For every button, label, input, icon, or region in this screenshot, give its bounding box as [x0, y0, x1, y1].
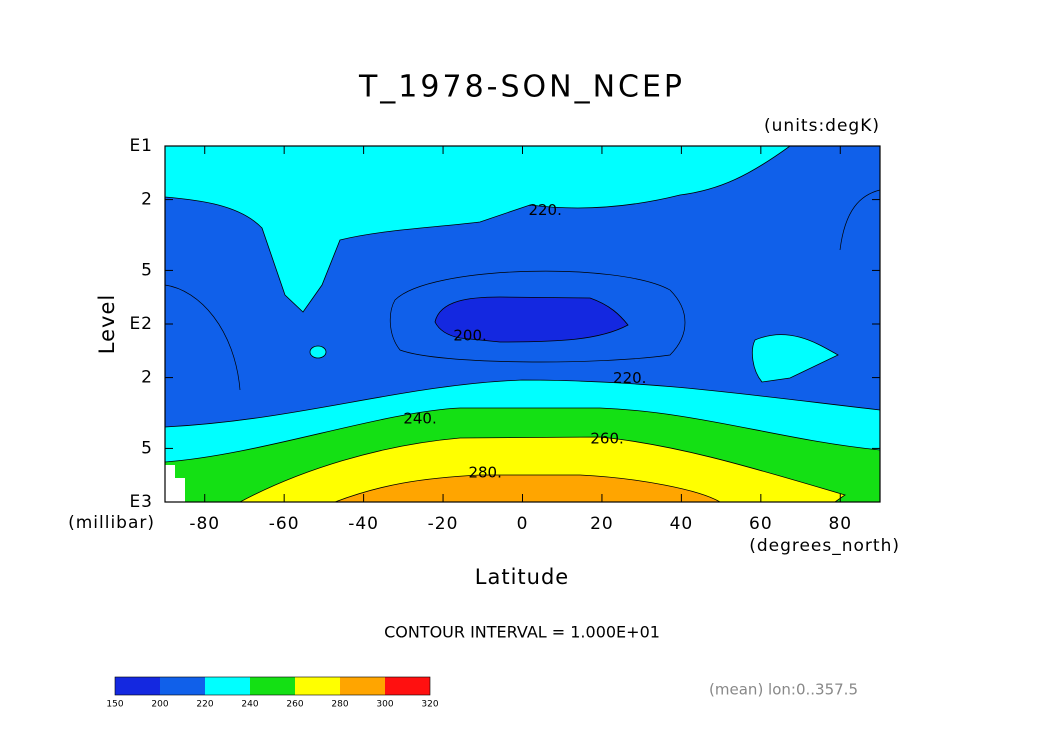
contour-band — [334, 474, 721, 502]
contour-band — [309, 345, 327, 359]
y-tick-label: 5 — [141, 438, 153, 458]
colorbar-swatch — [250, 677, 295, 695]
x-tick-label: -20 — [428, 514, 459, 534]
contour-band — [165, 146, 791, 313]
x-tick-label: 0 — [517, 514, 529, 534]
contour-label: 280. — [468, 463, 501, 481]
colorbar-swatch — [205, 677, 250, 695]
contour-band — [434, 296, 629, 343]
colorbar-label: 150 — [106, 700, 123, 710]
note: (mean) lon:0..357.5 — [709, 681, 858, 699]
colorbar-label: 280 — [331, 700, 348, 710]
y-tick-label: E2 — [129, 314, 153, 334]
x-axis-label: Latitude — [475, 565, 569, 589]
contour-label: 220. — [528, 201, 561, 219]
x-tick-label: 80 — [828, 514, 852, 534]
colorbar-label: 300 — [376, 700, 393, 710]
colorbar-swatch — [115, 677, 160, 695]
contour-fill — [165, 146, 880, 502]
contour-label: 240. — [403, 410, 436, 428]
x-tick-label: -80 — [189, 514, 220, 534]
x-tick-label: -60 — [269, 514, 300, 534]
units: (units:degK) — [764, 116, 880, 136]
contour-line — [165, 189, 880, 391]
colorbar-label: 260 — [286, 700, 303, 710]
y-tick-label: 2 — [141, 190, 153, 210]
colorbar-label: 200 — [151, 700, 168, 710]
y-unit: (millibar) — [68, 513, 155, 533]
colorbar-swatch — [295, 677, 340, 695]
x-tick-label: 40 — [670, 514, 694, 534]
colorbar-label: 320 — [421, 700, 438, 710]
contour-band — [751, 334, 839, 383]
contour-label: 200. — [453, 327, 486, 345]
chart-title: T_1978-SON_NCEP — [358, 70, 685, 105]
y-tick-label: 2 — [141, 368, 153, 388]
contour-label: 220. — [613, 369, 646, 387]
x-unit: (degrees_north) — [749, 536, 900, 556]
colorbar-label: 220 — [196, 700, 213, 710]
y-tick-label: 5 — [141, 260, 153, 280]
colorbar-swatch — [160, 677, 205, 695]
y-tick-label: E3 — [129, 492, 153, 512]
x-tick-label: 20 — [590, 514, 614, 534]
colorbar-label: 240 — [241, 700, 258, 710]
colorbar-swatch — [385, 677, 430, 695]
footer: CONTOUR INTERVAL = 1.000E+01 — [384, 623, 660, 642]
y-tick-label: E1 — [129, 136, 153, 156]
x-tick-label: -40 — [348, 514, 379, 534]
contour-label: 260. — [590, 430, 623, 448]
missing-data — [165, 465, 185, 502]
colorbar-frame — [114, 676, 431, 696]
colorbar-swatch — [340, 677, 385, 695]
y-axis-label: Level — [95, 294, 119, 354]
x-tick-label: 60 — [749, 514, 773, 534]
